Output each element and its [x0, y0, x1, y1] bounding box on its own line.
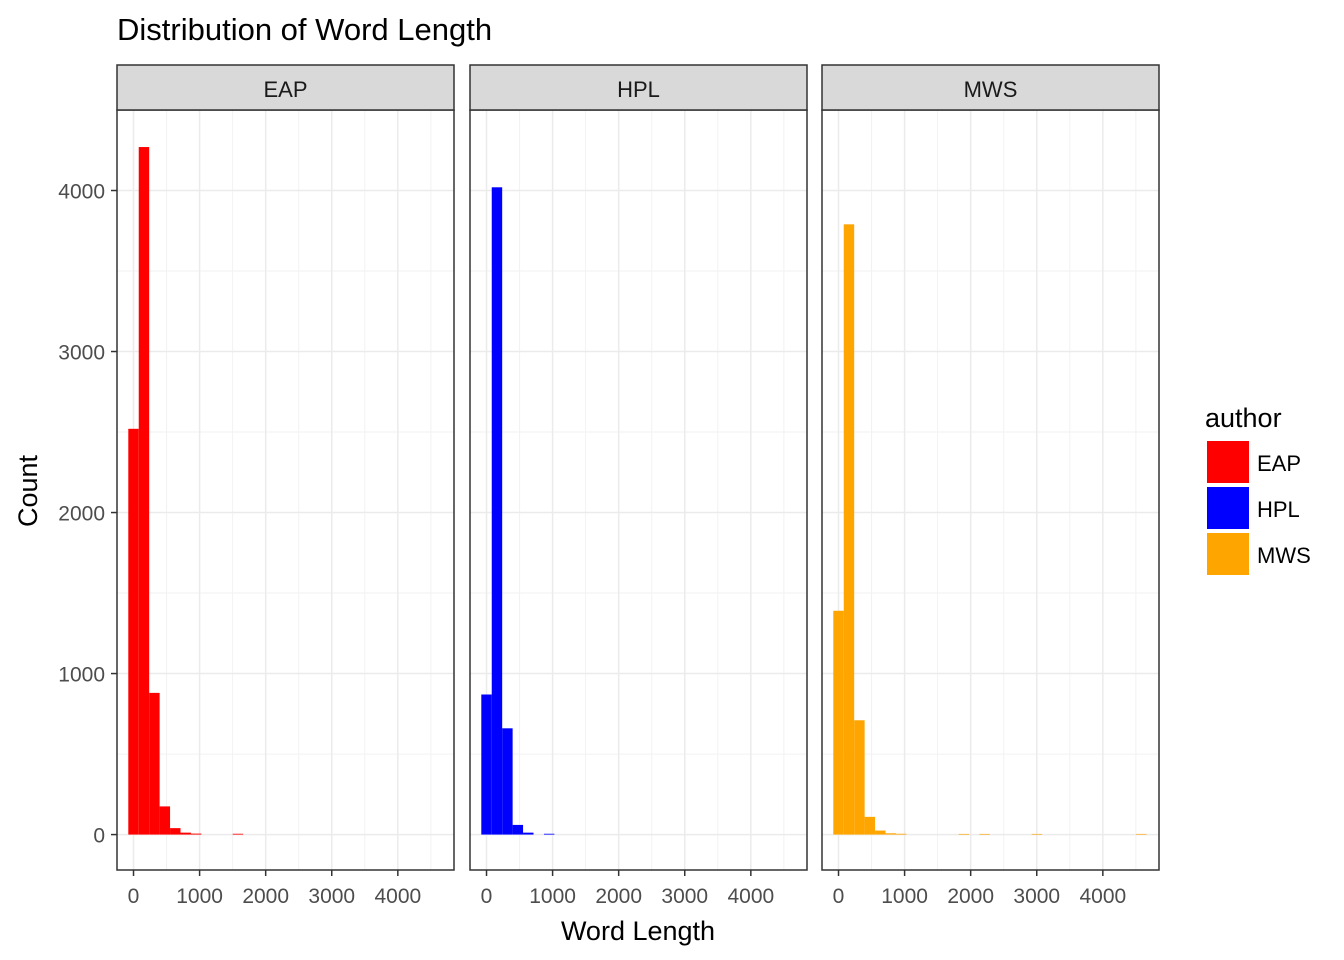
facet-strip-label: HPL [617, 77, 660, 102]
x-tick-label: 2000 [242, 885, 289, 908]
y-tick-label: 3000 [58, 342, 105, 365]
legend-items: EAP HPL MWS [1207, 441, 1311, 575]
x-tick-label: 0 [128, 885, 140, 908]
x-tick-label: 3000 [661, 885, 708, 908]
legend-label: EAP [1257, 451, 1301, 476]
histogram-bars [128, 147, 244, 835]
panel-background [117, 110, 454, 870]
histogram-bar [138, 147, 150, 835]
histogram-bar [149, 692, 160, 835]
histogram-bar [180, 832, 191, 835]
legend-item-eap: EAP [1207, 441, 1301, 483]
histogram-bar [523, 832, 534, 835]
histogram-bar [491, 187, 503, 835]
x-axis-ticks: 0 1000 2000 3000 4000 [128, 870, 421, 908]
y-tick-label: 1000 [58, 664, 105, 687]
histogram-bar [1136, 833, 1147, 835]
histogram-bar [543, 833, 555, 835]
histogram-bar [958, 833, 970, 835]
x-axis-title: Word Length [561, 916, 715, 946]
x-tick-label: 4000 [1079, 885, 1126, 908]
histogram-bar [190, 833, 202, 835]
y-tick-label: 0 [93, 825, 105, 848]
histogram-bar [875, 830, 886, 835]
x-tick-label: 3000 [1013, 885, 1060, 908]
histogram-bar [843, 224, 855, 835]
legend-swatch [1207, 533, 1249, 575]
x-tick-label: 0 [481, 885, 493, 908]
histogram-bar [885, 833, 896, 835]
legend-item-mws: MWS [1207, 533, 1311, 575]
panel-eap: EAP 0 1000 2000 3000 4000 0 1000 2000 3000 4000 [58, 64, 455, 908]
x-tick-label: 0 [833, 885, 845, 908]
facet-strip [821, 64, 1160, 111]
legend-item-hpl: HPL [1207, 487, 1300, 529]
facet-strip [116, 64, 455, 111]
facet-strip-label: MWS [964, 77, 1018, 102]
x-tick-label: 4000 [374, 885, 421, 908]
panel-background [470, 110, 807, 870]
x-tick-label: 2000 [947, 885, 994, 908]
y-tick-label: 4000 [58, 181, 105, 204]
x-tick-label: 2000 [595, 885, 642, 908]
x-tick-label: 3000 [308, 885, 355, 908]
panel-background [822, 110, 1159, 870]
legend-swatch [1207, 441, 1249, 483]
histogram-bar [481, 694, 492, 835]
histogram-bar [895, 833, 907, 835]
facet-strip [469, 64, 808, 111]
y-axis-title: Count [13, 454, 43, 527]
histogram-bar [864, 816, 876, 835]
legend-label: MWS [1257, 543, 1311, 568]
y-axis-ticks: 0 1000 2000 3000 4000 [58, 181, 117, 848]
histogram-bar [979, 833, 990, 835]
histogram-bar [854, 720, 865, 835]
histogram-bar [128, 428, 139, 835]
facet-strip-label: EAP [263, 77, 307, 102]
y-tick-label: 2000 [58, 503, 105, 526]
major-gridlines [822, 110, 1159, 870]
minor-gridlines [470, 110, 807, 870]
legend-title: author [1205, 403, 1282, 433]
x-axis-ticks: 0 1000 2000 3000 4000 [833, 870, 1126, 908]
legend-swatch [1207, 487, 1249, 529]
x-tick-label: 1000 [881, 885, 928, 908]
major-gridlines [470, 110, 807, 870]
histogram-bar [833, 610, 844, 835]
histogram-bars [481, 187, 555, 835]
minor-gridlines [117, 110, 454, 870]
histogram-bar [512, 824, 524, 835]
legend-label: HPL [1257, 497, 1300, 522]
x-tick-label: 4000 [727, 885, 774, 908]
x-tick-label: 1000 [529, 885, 576, 908]
panel-mws: MWS 0 1000 2000 3000 4000 [821, 64, 1160, 908]
histogram-bars [833, 224, 1147, 835]
legend: author EAP HPL MWS [1205, 403, 1311, 575]
histogram-bar [170, 828, 181, 835]
histogram-bar [159, 806, 171, 835]
x-axis-ticks: 0 1000 2000 3000 4000 [481, 870, 774, 908]
histogram-bar [1031, 833, 1043, 835]
chart-title: Distribution of Word Length [117, 12, 492, 47]
histogram-bar [502, 728, 513, 835]
x-tick-label: 1000 [176, 885, 223, 908]
histogram-bar [232, 833, 244, 835]
panel-hpl: HPL 0 1000 2000 3000 4000 [469, 64, 808, 908]
